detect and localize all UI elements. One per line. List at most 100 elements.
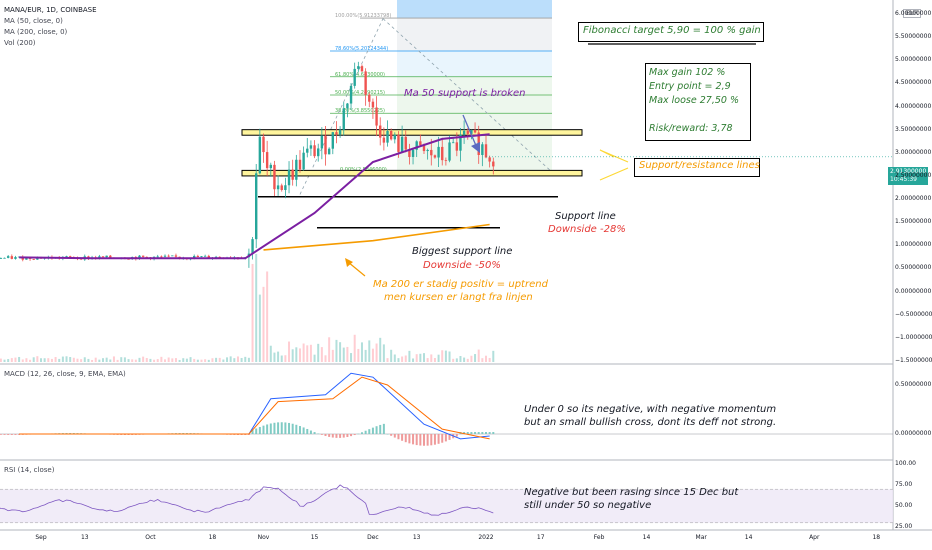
macd-histogram-bar (255, 428, 258, 434)
candle-body (481, 144, 484, 155)
symbol-label[interactable]: MANA/EUR, 1D, COINBASE (4, 6, 97, 14)
volume-bar (229, 356, 232, 362)
volume-bar (309, 344, 312, 362)
macd-histogram-bar (360, 432, 363, 434)
volume-bar (371, 348, 374, 362)
volume-bar (105, 357, 108, 362)
time-tick-label: Feb (593, 534, 605, 541)
candle-body (218, 256, 221, 258)
support-downside-note: Downside -28% (548, 224, 626, 235)
candle-body (422, 145, 426, 152)
fib-target-note: Fibonacci target 5,90 = 100 % gain (583, 25, 761, 36)
ma50-line (19, 133, 490, 260)
volume-bar (375, 343, 378, 362)
candle-body (273, 164, 276, 190)
macd-histogram-bar (379, 424, 382, 434)
candle-body (389, 130, 393, 140)
volume-bar (207, 359, 210, 362)
volume-bar (211, 358, 214, 362)
candle-body (302, 152, 305, 170)
macd-histogram-bar (393, 434, 396, 438)
volume-bar (404, 355, 407, 362)
candle-body (324, 135, 327, 155)
stat-line: Risk/reward: 3,78 (649, 123, 733, 134)
macd-histogram-bar (433, 434, 436, 445)
price-tick-label: 2.00000000 (895, 195, 932, 203)
candle-body (276, 185, 280, 190)
fib-level-label: 78.60%(5.20124344) (335, 46, 388, 52)
volume-bar (94, 357, 97, 362)
volume-bar (134, 359, 137, 362)
volume-bar (346, 346, 349, 362)
fib-target-box (578, 22, 764, 42)
macd-histogram-bar (448, 434, 451, 440)
volume-bar (441, 350, 444, 362)
candle-body (109, 255, 112, 258)
candle-body (397, 134, 400, 152)
ma50-broken-note: Ma 50 support is broken (404, 88, 526, 99)
macd-histogram-bar (444, 434, 447, 442)
volume-bar (204, 359, 207, 362)
macd-histogram-bar (324, 434, 327, 437)
volume-bar (444, 350, 447, 362)
macd-note-1: Under 0 so its negative, with negative m… (524, 404, 777, 415)
volume-bar (426, 358, 429, 362)
volume-bar (397, 358, 400, 362)
candle-body (14, 257, 17, 259)
candle-body (306, 148, 309, 153)
volume-bar (364, 349, 367, 362)
candle-body (6, 256, 10, 258)
volume-bar (21, 359, 24, 362)
volume-bar (171, 358, 174, 362)
price-tick-label: 6.00000000 (895, 10, 932, 17)
macd-histogram-bar (335, 434, 338, 438)
fib-zone (397, 50, 552, 77)
candle-body (258, 136, 262, 174)
candle-body (484, 144, 488, 158)
volume-bar (145, 358, 148, 362)
volume-bar (156, 359, 159, 362)
macd-histogram-bar (258, 427, 261, 434)
volume-bar (433, 358, 436, 362)
volume-bar (350, 353, 353, 362)
volume-bar (120, 357, 123, 362)
candle-body (3, 257, 6, 259)
volume-bar (298, 348, 301, 362)
volume-bar (98, 359, 101, 362)
ma200-legend[interactable]: MA (200, close, 0) (4, 28, 68, 36)
vol-legend[interactable]: Vol (200) (4, 39, 36, 47)
ma200-note-2: men kursen er langt fra linjen (384, 292, 533, 303)
volume-bar (339, 342, 342, 362)
volume-bar (10, 358, 13, 362)
macd-histogram-bar (382, 423, 385, 434)
candle-body (255, 173, 258, 240)
ma50-legend[interactable]: MA (50, close, 0) (4, 17, 63, 25)
volume-bar (83, 357, 86, 362)
volume-bar (415, 354, 418, 362)
candle-body (156, 256, 159, 258)
price-tick-label: 3.50000000 (895, 125, 932, 133)
candle-body (174, 255, 178, 257)
candle-body (65, 256, 68, 258)
candle-body (353, 68, 356, 86)
candle-body (265, 152, 269, 169)
macd-histogram-bar (277, 422, 280, 434)
macd-signal-line (19, 376, 490, 440)
last-price-value: 2.91300000 (890, 168, 927, 175)
volume-bar (87, 358, 90, 362)
price-tick-label: 0.00000000 (895, 287, 932, 295)
volume-bar (328, 337, 331, 362)
macd-legend[interactable]: MACD (12, 26, close, 9, EMA, EMA) (4, 370, 126, 378)
volume-bar (58, 358, 61, 362)
candle-body (404, 136, 407, 150)
rsi-legend[interactable]: RSI (14, close) (4, 466, 55, 474)
volume-bar (112, 356, 115, 362)
macd-histogram-bar (455, 434, 458, 437)
volume-bar (470, 355, 473, 362)
ma200-arrow-head (345, 258, 353, 267)
macd-histogram-bar (474, 432, 477, 434)
candle-body (309, 145, 313, 149)
candle-body (492, 161, 495, 167)
volume-bar (269, 345, 272, 362)
candle-body (371, 101, 375, 108)
